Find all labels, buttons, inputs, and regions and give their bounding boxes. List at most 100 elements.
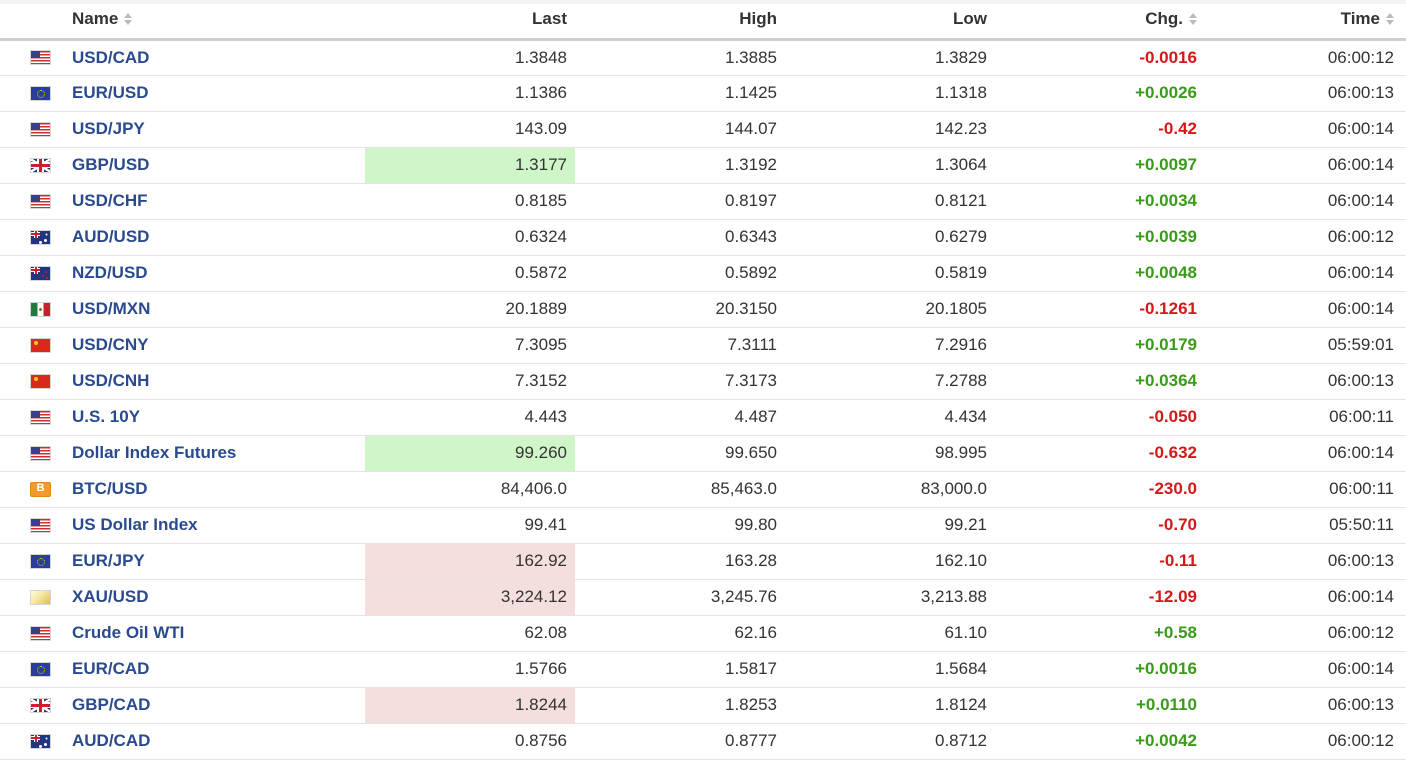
name-cell: AUD/USD bbox=[58, 219, 365, 256]
gold-flag-icon bbox=[30, 589, 51, 605]
instrument-link[interactable]: GBP/CAD bbox=[72, 695, 151, 714]
table-row[interactable]: XAU/USD 3,224.12 3,245.76 3,213.88 -12.09 06:… bbox=[0, 579, 1406, 616]
low-cell: 20.1805 bbox=[785, 291, 995, 328]
au-flag-icon bbox=[30, 733, 51, 749]
eu-flag-icon bbox=[30, 553, 51, 569]
sort-icon[interactable] bbox=[1386, 12, 1394, 25]
time-cell: 06:00:14 bbox=[1205, 435, 1406, 472]
high-cell: 99.80 bbox=[575, 507, 785, 544]
time-cell: 05:50:11 bbox=[1205, 507, 1406, 544]
last-cell: 3,224.12 bbox=[365, 579, 575, 616]
time-cell: 06:00:13 bbox=[1205, 75, 1406, 112]
instrument-link[interactable]: Crude Oil WTI bbox=[72, 623, 185, 642]
instrument-link[interactable]: USD/CNY bbox=[72, 335, 149, 354]
table-row[interactable]: AUD/USD 0.6324 0.6343 0.6279 +0.0039 06:00:12 bbox=[0, 219, 1406, 256]
table-row[interactable]: USD/CAD 1.3848 1.3885 1.3829 -0.0016 06:00:12 bbox=[0, 39, 1406, 76]
table-row[interactable]: NZD/USD 0.5872 0.5892 0.5819 +0.0048 06:00:14 bbox=[0, 255, 1406, 292]
high-cell: 3,245.76 bbox=[575, 579, 785, 616]
table-header: Name Last High Low Chg. Time bbox=[0, 0, 1406, 41]
instrument-link[interactable]: Dollar Index Futures bbox=[72, 443, 237, 462]
time-cell: 06:00:12 bbox=[1205, 39, 1406, 76]
eu-flag-icon bbox=[30, 661, 51, 677]
instrument-link[interactable]: XAU/USD bbox=[72, 587, 149, 606]
instrument-link[interactable]: USD/CAD bbox=[72, 47, 150, 67]
instrument-link[interactable]: EUR/JPY bbox=[72, 551, 145, 570]
change-cell: -230.0 bbox=[995, 471, 1205, 508]
table-row[interactable]: USD/CHF 0.8185 0.8197 0.8121 +0.0034 06:00:14 bbox=[0, 183, 1406, 220]
high-cell: 1.3192 bbox=[575, 147, 785, 184]
last-cell: 1.5766 bbox=[365, 651, 575, 688]
name-cell: USD/CAD bbox=[58, 39, 365, 76]
change-cell: +0.0026 bbox=[995, 75, 1205, 112]
last-cell: 7.3152 bbox=[365, 363, 575, 400]
instrument-link[interactable]: USD/JPY bbox=[72, 119, 145, 138]
table-row[interactable]: GBP/USD 1.3177 1.3192 1.3064 +0.0097 06:00:14 bbox=[0, 147, 1406, 184]
low-cell: 142.23 bbox=[785, 111, 995, 148]
header-name[interactable]: Name bbox=[58, 0, 365, 41]
flag-cell bbox=[0, 615, 58, 652]
instrument-link[interactable]: BTC/USD bbox=[72, 479, 148, 498]
sort-icon[interactable] bbox=[124, 12, 133, 25]
flag-cell bbox=[0, 75, 58, 112]
name-cell: Crude Oil WTI bbox=[58, 615, 365, 652]
change-cell: -0.1261 bbox=[995, 291, 1205, 328]
low-cell: 61.10 bbox=[785, 615, 995, 652]
table-row[interactable]: Crude Oil WTI 62.08 62.16 61.10 +0.58 06:00:1… bbox=[0, 615, 1406, 652]
btc-flag-icon bbox=[30, 481, 51, 497]
time-cell: 06:00:14 bbox=[1205, 183, 1406, 220]
name-cell: USD/JPY bbox=[58, 111, 365, 148]
last-cell: 1.3177 bbox=[365, 147, 575, 184]
sort-icon[interactable] bbox=[1189, 12, 1197, 25]
change-cell: +0.0016 bbox=[995, 651, 1205, 688]
time-cell: 06:00:13 bbox=[1205, 687, 1406, 724]
instrument-link[interactable]: EUR/USD bbox=[72, 83, 149, 102]
instrument-link[interactable]: AUD/CAD bbox=[72, 731, 151, 750]
table-row[interactable]: EUR/JPY 162.92 163.28 162.10 -0.11 06:00:13 bbox=[0, 543, 1406, 580]
header-time[interactable]: Time bbox=[1205, 0, 1406, 41]
instrument-link[interactable]: USD/MXN bbox=[72, 299, 151, 318]
last-cell: 1.1386 bbox=[365, 75, 575, 112]
high-cell: 1.8253 bbox=[575, 687, 785, 724]
low-cell: 1.3829 bbox=[785, 39, 995, 76]
table-row[interactable]: USD/CNH 7.3152 7.3173 7.2788 +0.0364 06:00:13 bbox=[0, 363, 1406, 400]
us-flag-icon bbox=[30, 625, 51, 641]
table-row[interactable]: USD/MXN 20.1889 20.3150 20.1805 -0.1261 06:00… bbox=[0, 291, 1406, 328]
table-row[interactable]: AUD/CAD 0.8756 0.8777 0.8712 +0.0042 06:00:12 bbox=[0, 723, 1406, 760]
change-cell: -0.632 bbox=[995, 435, 1205, 472]
header-chg[interactable]: Chg. bbox=[995, 0, 1205, 41]
low-cell: 99.21 bbox=[785, 507, 995, 544]
table-row[interactable]: BTC/USD 84,406.085,463.083,000.0-230.006:… bbox=[0, 471, 1406, 508]
instrument-link[interactable]: NZD/USD bbox=[72, 263, 148, 282]
high-cell: 62.16 bbox=[575, 615, 785, 652]
low-cell: 1.8124 bbox=[785, 687, 995, 724]
name-cell: EUR/CAD bbox=[58, 651, 365, 688]
change-cell: +0.58 bbox=[995, 615, 1205, 652]
low-cell: 1.1318 bbox=[785, 75, 995, 112]
instrument-link[interactable]: USD/CHF bbox=[72, 191, 148, 210]
table-row[interactable]: USD/JPY 143.09 144.07 142.23 -0.42 06:00:14 bbox=[0, 111, 1406, 148]
last-cell: 1.8244 bbox=[365, 687, 575, 724]
table-row[interactable]: US Dollar Index 99.41 99.80 99.21 -0.70 05:50… bbox=[0, 507, 1406, 544]
change-cell: +0.0039 bbox=[995, 219, 1205, 256]
table-row[interactable]: U.S. 10Y 4.443 4.487 4.434 -0.050 06:00:11 bbox=[0, 399, 1406, 436]
table-row[interactable]: Dollar Index Futures 99.260 99.650 98.995 -0… bbox=[0, 435, 1406, 472]
high-cell: 0.8197 bbox=[575, 183, 785, 220]
instrument-link[interactable]: EUR/CAD bbox=[72, 659, 150, 678]
table-row[interactable]: EUR/USD 1.1386 1.1425 1.1318 +0.0026 06:00:13 bbox=[0, 75, 1406, 112]
instrument-link[interactable]: USD/CNH bbox=[72, 371, 150, 390]
flag-cell bbox=[0, 543, 58, 580]
table-row[interactable]: GBP/CAD 1.8244 1.8253 1.8124 +0.0110 06:00:13 bbox=[0, 687, 1406, 724]
instrument-link[interactable]: AUD/USD bbox=[72, 227, 150, 246]
table-row[interactable]: EUR/CAD 1.5766 1.5817 1.5684 +0.0016 06:00:14 bbox=[0, 651, 1406, 688]
nz-flag-icon bbox=[30, 265, 51, 281]
instrument-link[interactable]: GBP/USD bbox=[72, 155, 150, 174]
name-cell: GBP/USD bbox=[58, 147, 365, 184]
time-cell: 06:00:12 bbox=[1205, 615, 1406, 652]
us-flag-icon bbox=[30, 409, 51, 425]
table-row[interactable]: USD/CNY 7.3095 7.3111 7.2916 +0.0179 05:59:01 bbox=[0, 327, 1406, 364]
instrument-link[interactable]: US Dollar Index bbox=[72, 515, 198, 534]
gb-flag-icon bbox=[30, 157, 51, 173]
time-cell: 06:00:14 bbox=[1205, 111, 1406, 148]
time-cell: 06:00:14 bbox=[1205, 291, 1406, 328]
instrument-link[interactable]: U.S. 10Y bbox=[72, 407, 141, 426]
